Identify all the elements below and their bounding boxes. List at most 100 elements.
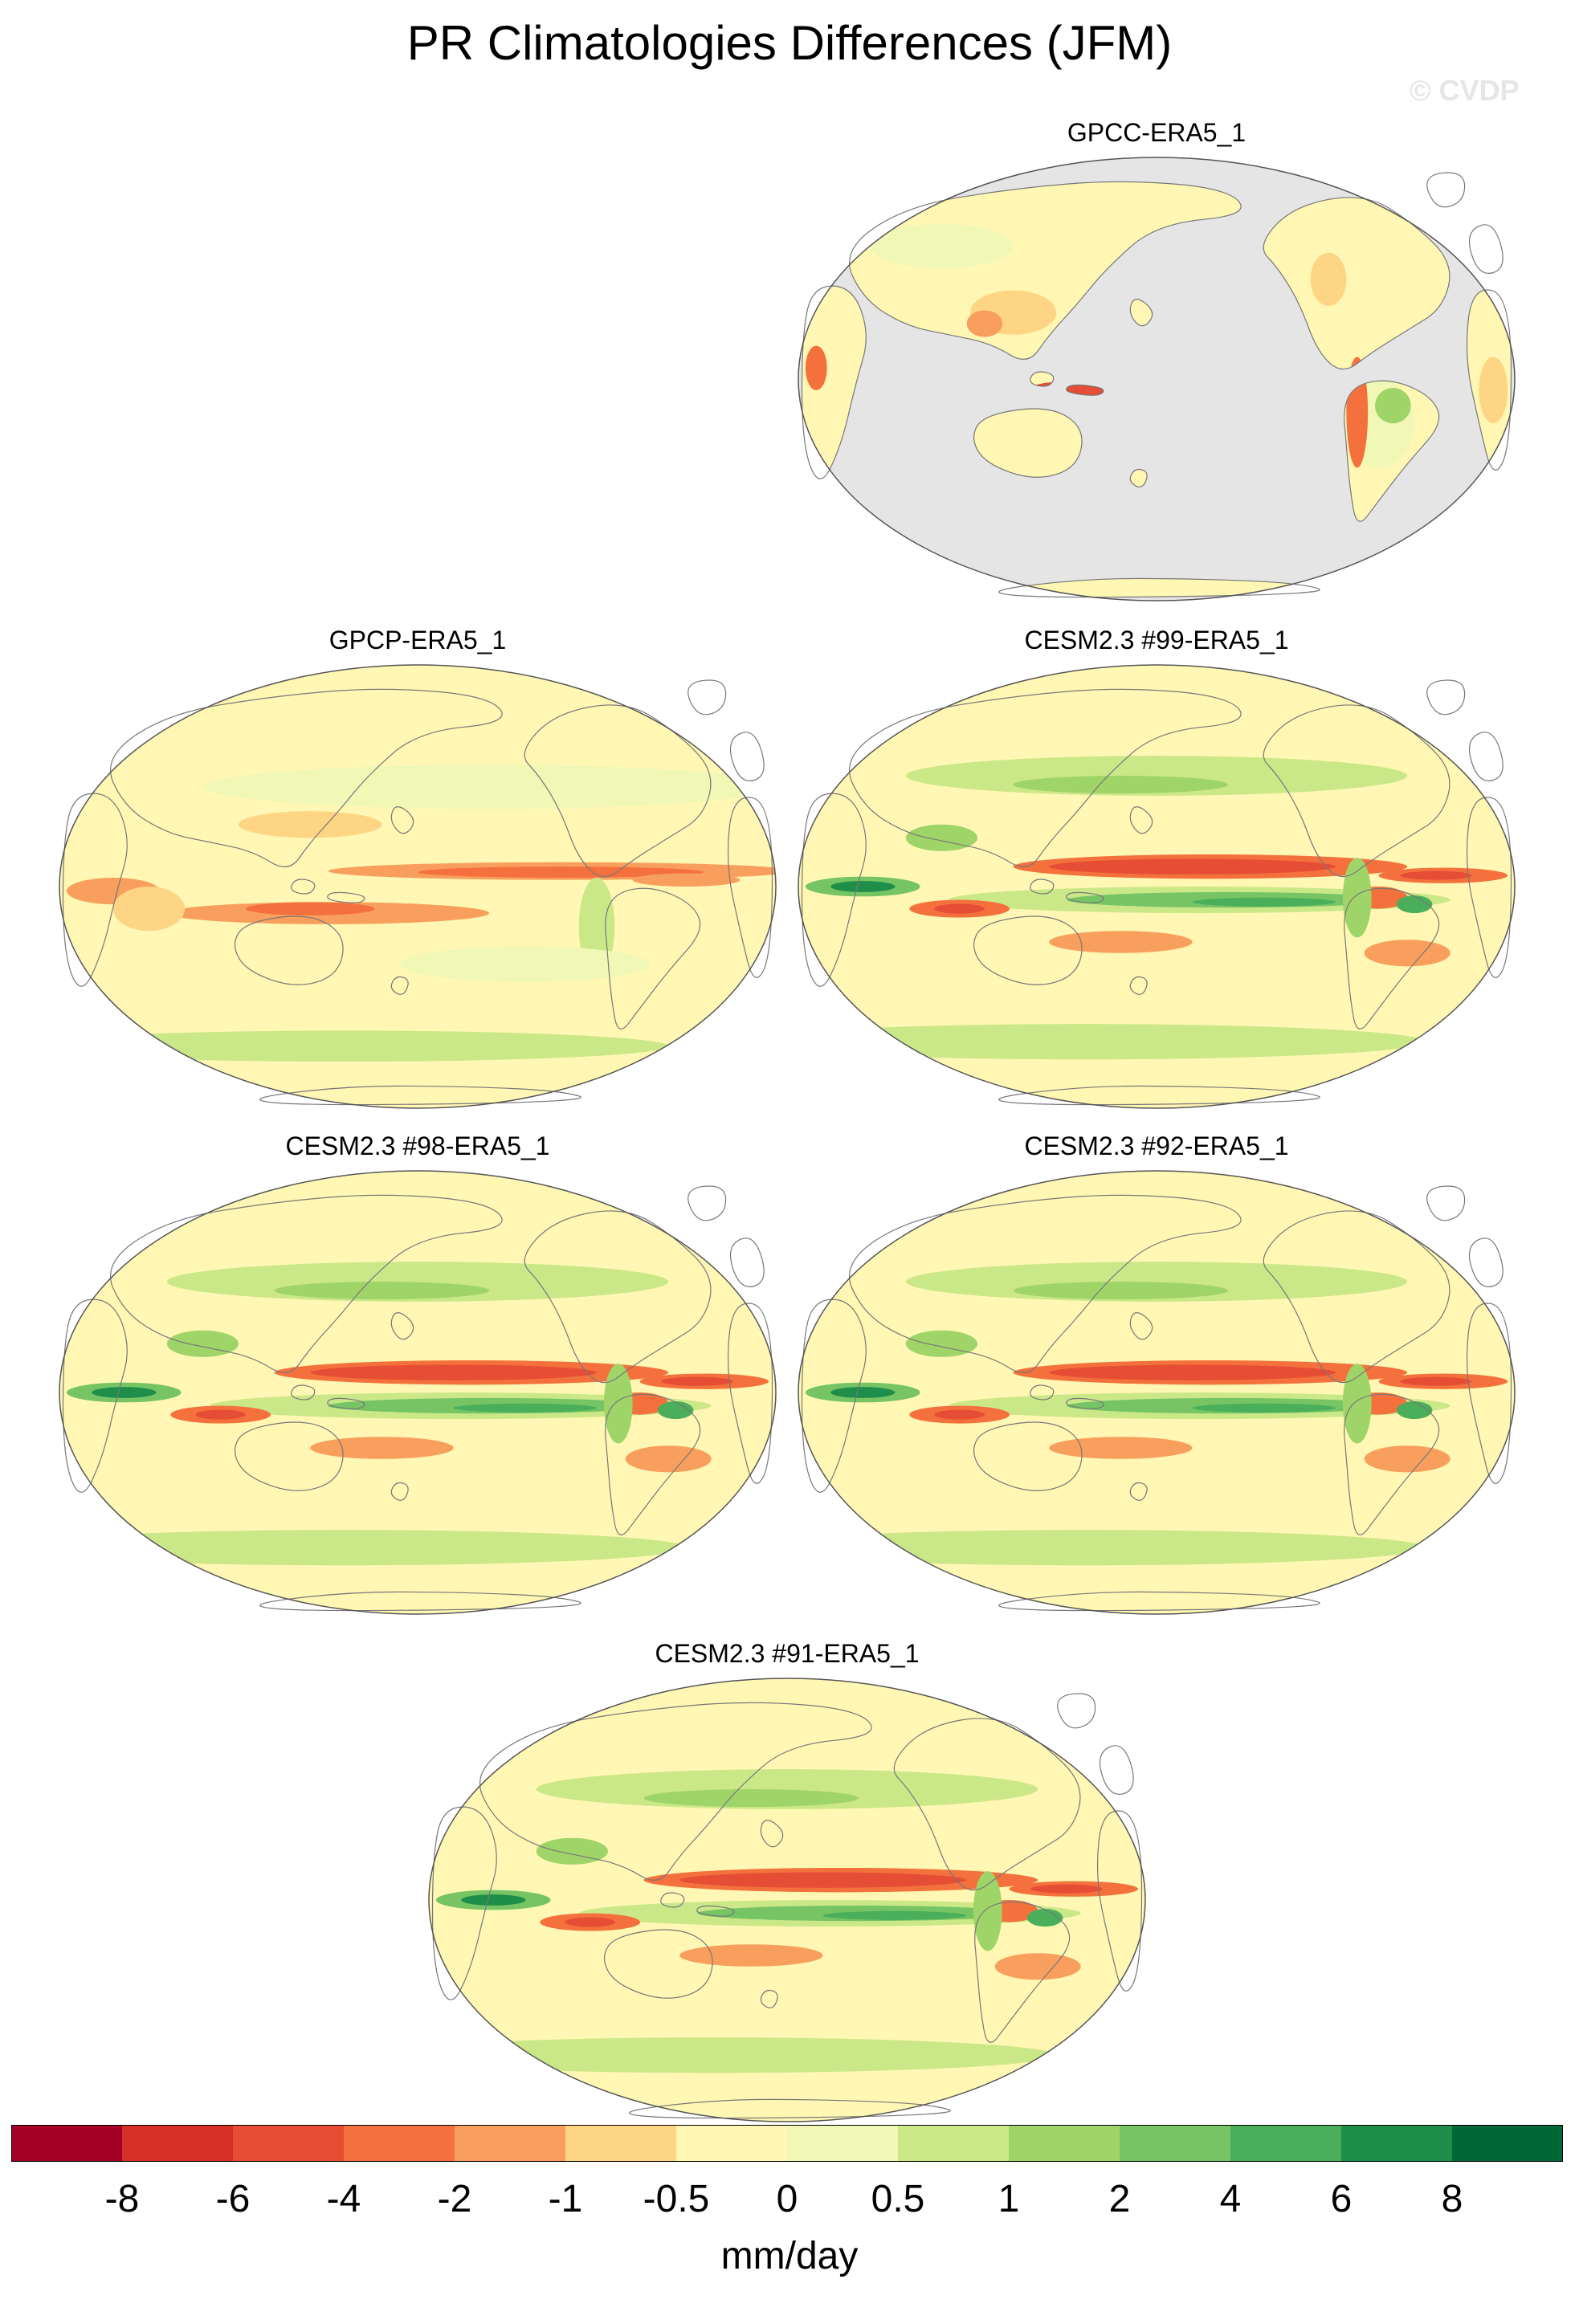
coastline-north-america [524, 1210, 712, 1384]
east-indian-dry-core [934, 903, 985, 914]
colorbar-swatch [344, 2125, 455, 2162]
south-pacific-dry [1049, 1437, 1193, 1459]
coastline-europe-east [1099, 1745, 1134, 1795]
colorbar-units: mm/day [720, 2235, 859, 2277]
colorbar-tick-label: -2 [437, 2178, 472, 2220]
cvdp-watermark: © CVDP [1410, 74, 1520, 107]
colorbar-tick-label: 0 [776, 2178, 798, 2220]
north-pacific-band [202, 764, 776, 809]
north-pacific-wet-core [1013, 776, 1229, 794]
coastline-africa [62, 1299, 128, 1493]
coastline-island [1066, 384, 1104, 396]
indian-ocean-wet-core [830, 1387, 896, 1398]
coastline-eurasia [848, 181, 1242, 360]
colorbar-swatch [1230, 2125, 1342, 2162]
coastline-africa-east [1466, 797, 1512, 978]
siberia-wet [870, 223, 1014, 268]
amazon-wet [657, 1401, 694, 1420]
coastline-africa [801, 793, 867, 987]
south-pacific-band [399, 946, 651, 982]
spcz-dry-core [245, 902, 375, 915]
colorbar-swatch [1452, 2125, 1563, 2162]
coastline-antarctica [259, 1085, 581, 1106]
colorbar-swatch [787, 2125, 899, 2162]
coastline-greenland [687, 679, 727, 716]
map-field [798, 1171, 1515, 1614]
southern-ocean-wet-band [59, 1030, 669, 1062]
coastline-eurasia [109, 1194, 503, 1373]
coastline-island [1129, 468, 1148, 487]
map-frame [59, 664, 777, 1109]
north-pacific-dry [239, 811, 382, 838]
panel-title-cesm91: CESM2.3 #91-ERA5_1 [655, 1639, 920, 1668]
south-atlantic-dry [625, 1445, 712, 1473]
itcz-dry-core [1049, 858, 1336, 875]
equatorial-wet-peak [822, 1910, 966, 1920]
coastline-eurasia [848, 688, 1242, 867]
east-indian-dry-core [195, 1409, 246, 1420]
map-cesm99-era5 [798, 664, 1516, 1109]
bay-of-bengal-wet [166, 1330, 239, 1357]
south-pacific-dry [1049, 931, 1193, 953]
coastline-island [1129, 1312, 1153, 1340]
coastline-africa [801, 285, 867, 479]
atlantic-dry-core [1400, 870, 1472, 880]
coastline-island [696, 1905, 735, 1917]
coastline-island [760, 1989, 778, 2008]
coastline-south-america [1344, 380, 1440, 522]
south-atlantic-dry [994, 1953, 1081, 1980]
coastline-antarctica [998, 1591, 1320, 1612]
colorbar-tick-label: 0.5 [871, 2178, 925, 2220]
map-gpcp-era5 [59, 664, 777, 1109]
coastline-island [1066, 1397, 1104, 1409]
colorbar-tick-label: 1 [998, 2178, 1020, 2220]
coastline-island [660, 1892, 685, 1908]
map-cesm92-era5 [798, 1170, 1516, 1615]
coastline-south-america [1344, 887, 1440, 1029]
bay-of-bengal-wet [905, 824, 977, 851]
africa-east-dry [1479, 357, 1508, 424]
coastline-island [1129, 299, 1153, 327]
coastline-greenland [1057, 1693, 1096, 1729]
south-china-dry [966, 310, 1003, 337]
equatorial-wet-peak [1192, 1403, 1336, 1413]
coastline-north-america [1263, 1210, 1450, 1384]
colorbar [11, 2125, 1563, 2162]
amazon-wet [1026, 1909, 1063, 1927]
map-field [429, 1678, 1145, 2122]
coastline-europe-east [1468, 732, 1504, 781]
east-indian-dry-core [934, 1409, 985, 1420]
andes-wet-strip [1342, 1364, 1372, 1444]
coastlines [801, 679, 1512, 1106]
coastline-south-america [1344, 1393, 1440, 1535]
coastline-africa [431, 1806, 497, 2000]
coastline-eurasia [479, 1702, 872, 1881]
bay-of-bengal-wet [536, 1837, 608, 1865]
coastline-africa [62, 793, 128, 987]
coastline-africa-east [1466, 289, 1512, 471]
panel-title-gpcc: GPCC-ERA5_1 [1067, 118, 1246, 147]
map-frame [798, 157, 1516, 601]
coastline-island [390, 976, 409, 995]
coastlines [62, 679, 773, 1106]
east-indian-dry-core [565, 1917, 615, 1927]
coastline-island [327, 891, 365, 903]
bay-of-bengal-wet [905, 1330, 977, 1357]
andes-wet-strip [1342, 858, 1372, 938]
coastline-antarctica [259, 1591, 581, 1612]
colorbar-tick-label: -8 [104, 2178, 140, 2220]
coastline-australia [973, 408, 1083, 478]
coastline-north-america [1263, 704, 1450, 878]
nw-america-dry [1310, 252, 1347, 306]
coastline-island [760, 1820, 784, 1848]
coastline-island [1129, 976, 1148, 995]
colorbar-frame [11, 2125, 1563, 2162]
coastline-australia [234, 915, 344, 985]
colorbar-swatch [1120, 2125, 1231, 2162]
coastline-eurasia [848, 1194, 1242, 1373]
atlantic-dry-core [661, 1376, 733, 1386]
atlantic-dry-core [1030, 1884, 1103, 1894]
coastlines [801, 1185, 1512, 1612]
south-pacific-dry [679, 1944, 823, 1967]
colorbar-swatch [565, 2125, 677, 2162]
